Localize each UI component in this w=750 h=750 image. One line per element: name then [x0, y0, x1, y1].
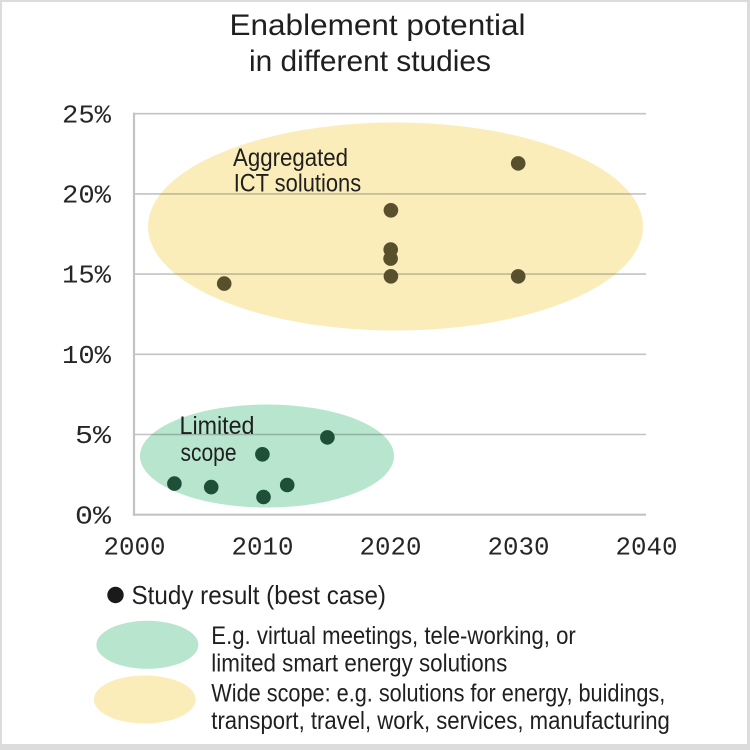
svg-text:scope: scope	[181, 439, 237, 467]
svg-text:2040: 2040	[616, 533, 678, 563]
svg-text:5%: 5%	[75, 421, 111, 451]
svg-text:2030: 2030	[488, 533, 550, 563]
svg-text:2010: 2010	[232, 533, 294, 563]
svg-text:10%: 10%	[62, 341, 111, 371]
svg-text:ICT solutions: ICT solutions	[234, 170, 362, 198]
svg-text:E.g. virtual meetings, tele-wo: E.g. virtual meetings, tele-working, or	[211, 622, 576, 650]
svg-text:15%: 15%	[62, 261, 111, 291]
svg-text:Limited: Limited	[180, 412, 255, 440]
svg-text:25%: 25%	[62, 100, 111, 130]
svg-text:Aggregated: Aggregated	[233, 144, 348, 172]
svg-text:0%: 0%	[75, 501, 111, 531]
svg-text:Enablement potential: Enablement potential	[230, 9, 526, 42]
svg-text:Wide scope: e.g. solutions for: Wide scope: e.g. solutions for energy, b…	[211, 680, 665, 708]
svg-text:2000: 2000	[104, 533, 166, 563]
svg-text:transport, travel, work, servi: transport, travel, work, services, manuf…	[211, 707, 670, 735]
svg-text:limited smart energy solutions: limited smart energy solutions	[211, 650, 507, 678]
svg-text:in different studies: in different studies	[249, 45, 491, 78]
svg-text:Study result (best case): Study result (best case)	[132, 580, 387, 610]
svg-text:2020: 2020	[360, 533, 422, 563]
svg-text:20%: 20%	[62, 180, 111, 210]
